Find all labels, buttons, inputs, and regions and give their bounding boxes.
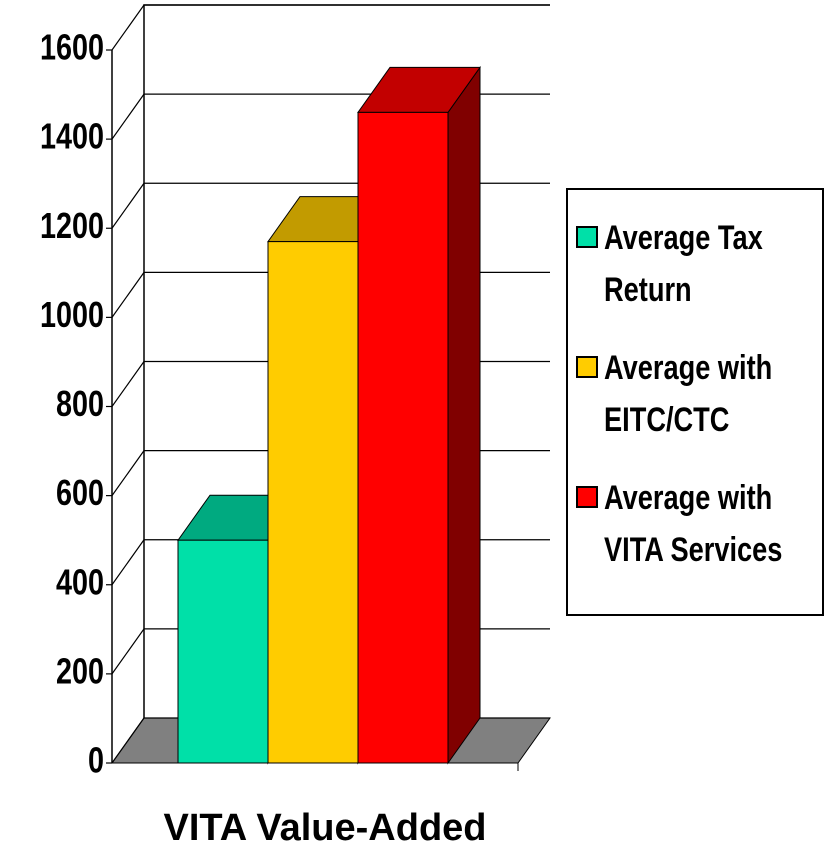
bar (267, 241, 359, 764)
legend-swatch (576, 226, 598, 248)
y-tick-label: 800 (56, 383, 104, 424)
y-tick-label: 400 (56, 561, 104, 602)
legend-swatch (576, 486, 598, 508)
legend-label: Average with VITA Services (604, 479, 783, 569)
y-tick-label: 0 (88, 739, 104, 780)
y-tick-label: 1200 (40, 205, 104, 246)
grid-line (111, 4, 550, 51)
x-axis-title: VITA Value-Added (163, 807, 486, 849)
bar (177, 539, 269, 764)
legend-item: Average Tax Return (568, 212, 822, 328)
y-tick-label: 200 (56, 650, 104, 691)
legend-label: Average Tax Return (604, 219, 763, 309)
legend-label: Average with EITC/CTC (604, 349, 773, 439)
legend-swatch (576, 356, 598, 378)
grid-line (111, 93, 550, 140)
bar-side (447, 65, 481, 765)
y-tick-label: 600 (56, 472, 104, 513)
bar (357, 111, 449, 764)
legend-item: Average with VITA Services (568, 472, 822, 588)
legend-item: Average with EITC/CTC (568, 342, 822, 458)
y-tick-label: 1600 (40, 26, 104, 67)
y-tick-label: 1000 (40, 294, 104, 335)
y-tick-label: 1400 (40, 116, 104, 157)
legend: Average Tax Return Average with EITC/CTC A… (566, 188, 824, 616)
